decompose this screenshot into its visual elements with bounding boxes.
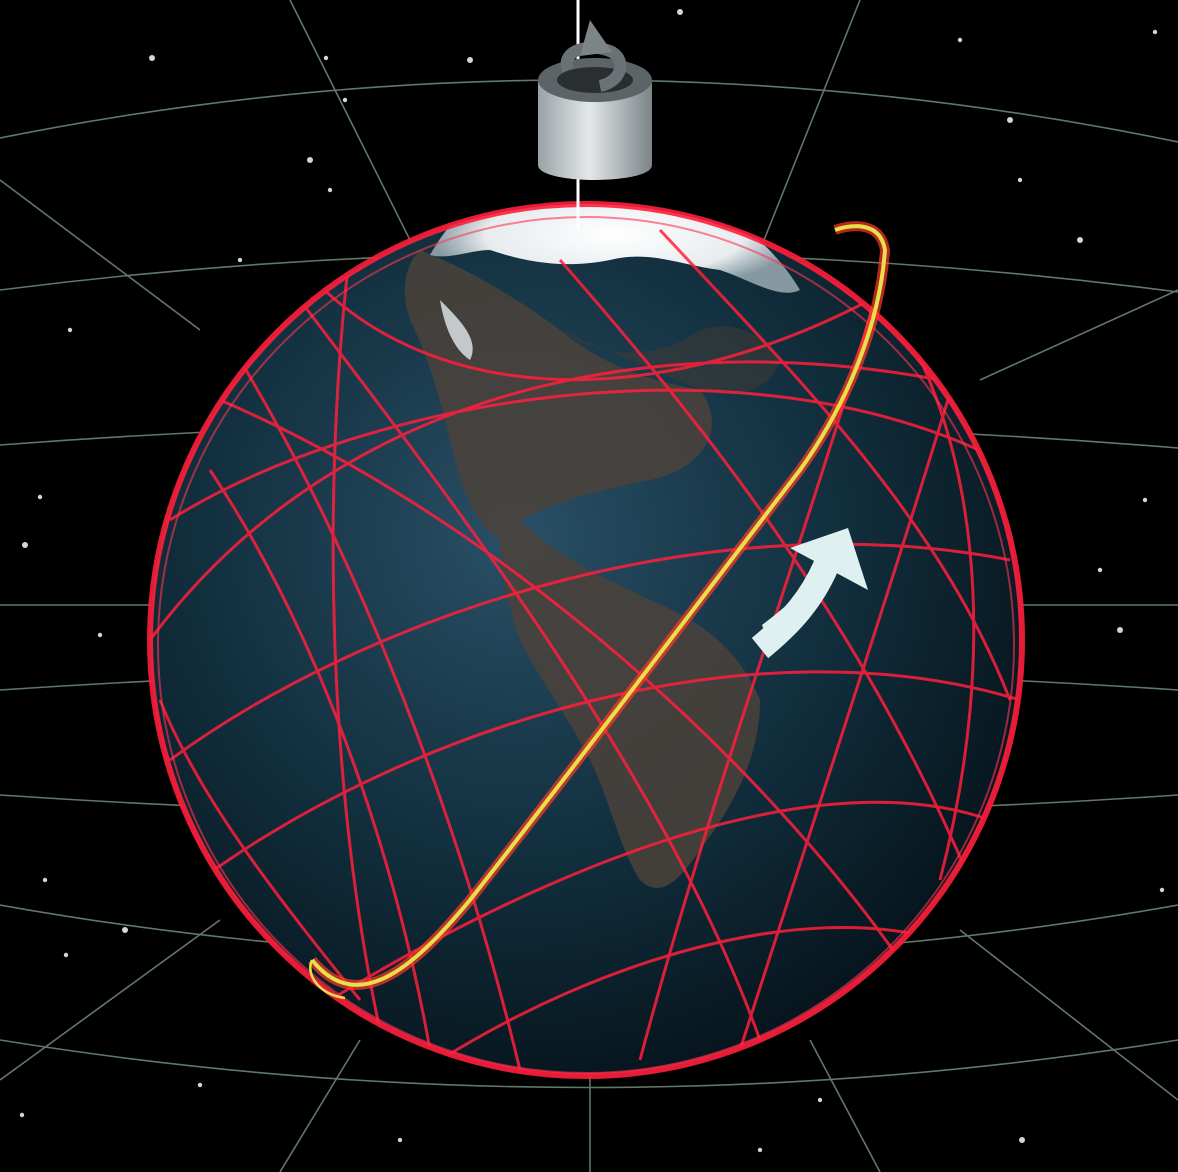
- grid-meridian-line: [959, 929, 1178, 1101]
- orbit-track: [199, 670, 1021, 882]
- highlighted-orbit-line: [310, 224, 888, 987]
- star: [37, 494, 43, 500]
- highlighted-orbit: [308, 221, 891, 1000]
- highlighted-orbit-line: [309, 959, 346, 1000]
- star: [22, 542, 28, 548]
- orbit-track: [169, 388, 1001, 522]
- star: [197, 1082, 203, 1088]
- star: [1152, 29, 1158, 35]
- star: [327, 187, 333, 193]
- star: [1019, 1137, 1025, 1143]
- star: [149, 55, 155, 61]
- continent-landmass: [404, 250, 760, 889]
- grid-meridian-line: [289, 0, 421, 261]
- orbit-track: [303, 269, 871, 382]
- orbit-tracks: [150, 228, 1021, 1071]
- star: [1007, 117, 1013, 123]
- grid-meridian-line: [0, 179, 201, 331]
- star: [122, 927, 128, 933]
- star: [19, 1112, 25, 1118]
- orbit-track: [208, 469, 432, 1051]
- grid-meridian-line: [0, 919, 221, 1081]
- star: [957, 37, 963, 43]
- orbit-track: [738, 359, 962, 1051]
- star: [342, 97, 348, 103]
- orbit-track: [158, 699, 362, 1001]
- star: [757, 1147, 763, 1153]
- orbit-envelope: [157, 216, 1015, 1074]
- orbit-envelope: [147, 201, 1025, 1079]
- star: [307, 157, 313, 163]
- orbit-track: [219, 398, 902, 961]
- grid-meridian-line: [809, 1039, 881, 1172]
- orbit-track: [558, 259, 972, 881]
- star: [63, 952, 69, 958]
- orbit-track: [658, 228, 1012, 701]
- star: [42, 877, 48, 883]
- orbit-track: [331, 249, 382, 1031]
- star: [677, 9, 683, 15]
- star: [397, 1137, 403, 1143]
- polar-ice-cap: [440, 300, 473, 360]
- orbit-track: [238, 359, 522, 1071]
- grid-meridian-line: [979, 289, 1178, 381]
- star: [1117, 627, 1123, 633]
- continent-landmass: [560, 326, 780, 394]
- star: [1159, 887, 1165, 893]
- star: [1017, 177, 1023, 183]
- star: [817, 1097, 823, 1103]
- star-field: [19, 9, 1165, 1153]
- star: [67, 327, 73, 333]
- orbit-track: [169, 542, 1011, 762]
- orbit-track: [150, 360, 941, 641]
- curved-arrow-icon: [751, 528, 868, 659]
- grid-meridian-line: [279, 1039, 361, 1172]
- grid-latitude-line: [0, 1039, 1178, 1089]
- star: [467, 57, 473, 63]
- star: [1097, 567, 1103, 573]
- star: [1077, 237, 1083, 243]
- cylinder-rotation-arrow-icon: [538, 20, 652, 180]
- star: [1142, 497, 1148, 503]
- star: [97, 632, 103, 638]
- orbit-track: [298, 299, 762, 1041]
- star: [237, 257, 243, 263]
- grid-meridian-line: [759, 0, 861, 251]
- star: [323, 55, 329, 61]
